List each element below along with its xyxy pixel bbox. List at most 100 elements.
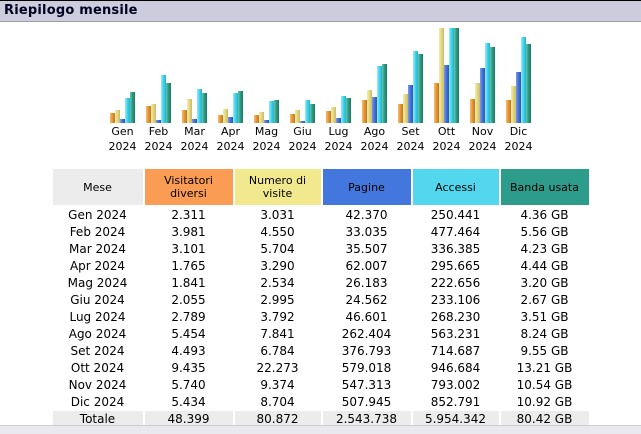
table-cell: 10.92 GB	[516, 394, 573, 409]
table-cell: 6.784	[260, 343, 295, 358]
table-cell: 4.493	[171, 343, 206, 358]
table-cell: 4.36 GB	[520, 207, 569, 222]
chart-bar	[372, 97, 377, 123]
chart-bar	[418, 54, 423, 123]
table-cell: 563.231	[430, 326, 481, 341]
chart-year-label: 2024	[360, 140, 389, 153]
chart-bar	[454, 28, 459, 123]
chart-bar	[202, 93, 207, 123]
table-cell: 8.24 GB	[520, 326, 569, 341]
chart-bar	[197, 89, 202, 123]
chart-bar	[341, 96, 346, 123]
chart-month-label: Lug	[328, 125, 349, 138]
chart-month-group: Lug 2024	[321, 28, 357, 153]
monthly-summary-table: Mese Visitatori diversi Numero di visite Pa…	[51, 167, 591, 428]
table-cell: 3.51 GB	[520, 309, 569, 324]
chart-month-group: Feb 2024	[141, 28, 177, 153]
table-row: Ago 2024 5.454 7.841 262.404 563.231 8.24 GB	[53, 326, 589, 341]
page-title-text: Riepilogo mensile	[4, 3, 138, 18]
table-cell: 2.534	[260, 275, 295, 290]
chart-bar	[274, 100, 279, 123]
chart-year-label: 2024	[252, 140, 281, 153]
table-cell: 376.793	[341, 343, 392, 358]
chart-bar	[367, 90, 372, 123]
chart-bars	[213, 28, 249, 123]
chart-bar	[331, 107, 336, 123]
chart-bar	[223, 109, 228, 123]
table-cell: 336.385	[430, 241, 481, 256]
chart-bar	[182, 110, 187, 123]
chart-month-label: Set	[401, 125, 420, 138]
chart-month-label: Nov	[471, 125, 494, 138]
table-cell: 3.792	[260, 309, 295, 324]
table-cell: 46.601	[345, 309, 388, 324]
chart-bar	[295, 110, 300, 123]
table-cell: 2.67 GB	[520, 292, 569, 307]
chart-bars	[429, 28, 465, 123]
table-row: Mag 2024 1.841 2.534 26.183 222.656 3.20 GB	[53, 275, 589, 290]
chart-month-group: Nov 2024	[465, 28, 501, 153]
chart-month-group: Dic 2024	[501, 28, 537, 153]
table-cell: 3.20 GB	[520, 275, 569, 290]
chart-month-group: Giu 2024	[285, 28, 321, 153]
table-cell: Nov 2024	[68, 377, 127, 392]
table-cell: 1.841	[171, 275, 206, 290]
column-header: Banda usata	[500, 169, 589, 205]
table-cell: 5.740	[171, 377, 206, 392]
chart-bar	[377, 66, 382, 123]
table-cell: 80.872	[234, 411, 321, 426]
table-cell: 5.434	[171, 394, 206, 409]
chart-bar	[290, 114, 295, 123]
column-header: Pagine	[322, 169, 411, 205]
chart-bars	[501, 28, 537, 123]
table-cell: 5.704	[260, 241, 295, 256]
chart-year-label: 2024	[396, 140, 425, 153]
table-cell: 8.704	[260, 394, 295, 409]
table-cell: 3.101	[171, 241, 206, 256]
chart-bar	[120, 119, 125, 123]
chart-bar	[228, 117, 233, 123]
table-cell: 547.313	[341, 377, 392, 392]
table-cell: 62.007	[345, 258, 388, 273]
table-cell: 42.370	[345, 207, 388, 222]
table-cell: 80.42 GB	[500, 411, 589, 426]
table-row: Giu 2024 2.055 2.995 24.562 233.106 2.67 GB	[53, 292, 589, 307]
chart-bar	[192, 119, 197, 123]
chart-month-group: Set 2024	[393, 28, 429, 153]
table-cell: 852.791	[430, 394, 481, 409]
chart-bar	[521, 37, 526, 123]
chart-month-group: Mar 2024	[177, 28, 213, 153]
chart-bar	[305, 100, 310, 123]
chart-month-label: Gen	[111, 125, 134, 138]
chart-year-label: 2024	[324, 140, 353, 153]
table-cell: Dic 2024	[70, 394, 125, 409]
chart-bars	[177, 28, 213, 123]
chart-bar	[526, 44, 531, 123]
chart-month-group: Ago 2024	[357, 28, 393, 153]
table-row: Dic 2024 5.434 8.704 507.945 852.791 10.92 GB	[53, 394, 589, 409]
table-cell: Lug 2024	[69, 309, 126, 324]
chart-month-label: Ott	[437, 125, 456, 138]
chart-bar	[156, 120, 161, 123]
table-cell: 268.230	[430, 309, 481, 324]
table-cell: 3.981	[171, 224, 206, 239]
table-cell: 946.684	[430, 360, 481, 375]
table-cell: 4.550	[260, 224, 295, 239]
table-cell: 579.018	[341, 360, 392, 375]
table-cell: 477.464	[430, 224, 481, 239]
chart-bar	[310, 104, 315, 123]
table-total-row: Totale 48.399 80.872 2.543.738 5.954.342 80.4…	[52, 411, 589, 426]
column-header: Visitatori diversi	[144, 169, 233, 205]
table-row: Lug 2024 2.789 3.792 46.601 268.230 3.51 GB	[53, 309, 589, 324]
chart-bar	[490, 47, 495, 123]
table-cell: Giu 2024	[70, 292, 125, 307]
chart-bar	[125, 98, 130, 123]
chart-month-group: Mag 2024	[249, 28, 285, 153]
table-cell: 22.273	[256, 360, 299, 375]
table-cell: 5.454	[171, 326, 206, 341]
chart-bars	[465, 28, 501, 123]
table-row: Gen 2024 2.311 3.031 42.370 250.441 4.36 GB	[53, 207, 589, 222]
table-cell: 9.55 GB	[520, 343, 569, 358]
chart-bar	[511, 86, 516, 123]
chart-bar	[449, 28, 454, 123]
